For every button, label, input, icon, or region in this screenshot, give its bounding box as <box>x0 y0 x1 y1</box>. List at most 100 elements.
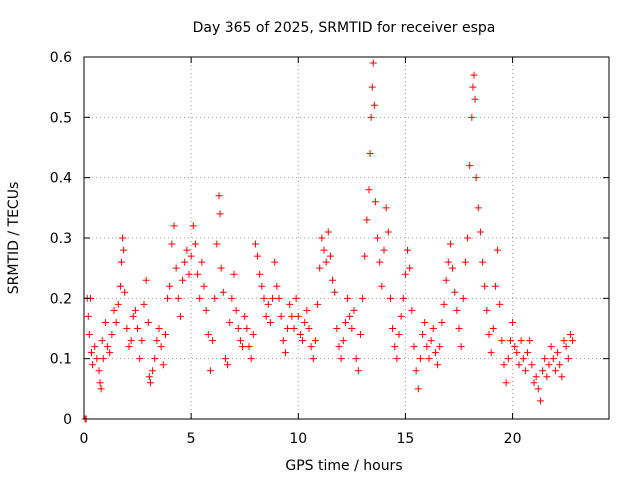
data-point <box>106 349 114 357</box>
data-point <box>266 318 274 326</box>
data-point <box>114 300 122 308</box>
data-point <box>374 234 382 242</box>
data-point <box>294 312 302 320</box>
data-point <box>391 343 399 351</box>
data-point <box>466 162 474 170</box>
data-point <box>85 331 93 339</box>
data-point <box>217 264 225 272</box>
data-point <box>479 258 487 266</box>
data-point <box>307 343 315 351</box>
data-point <box>322 258 330 266</box>
data-point <box>556 361 564 369</box>
data-point <box>356 331 364 339</box>
y-tick-labels: 0 0.1 0.2 0.3 0.4 0.5 0.6 <box>50 50 72 428</box>
data-point <box>120 246 128 254</box>
data-point <box>469 83 477 91</box>
data-point <box>84 312 92 320</box>
data-point <box>386 294 394 302</box>
data-point <box>536 397 544 405</box>
y-tick-label: 0.6 <box>50 50 72 66</box>
grid <box>84 57 609 419</box>
chart-title: Day 365 of 2025, SRMTID for receiver esp… <box>193 20 496 36</box>
data-point <box>453 306 461 314</box>
data-point <box>416 355 424 363</box>
data-point <box>504 355 512 363</box>
data-point <box>382 204 390 212</box>
data-point <box>191 240 199 248</box>
data-point <box>366 150 374 158</box>
data-point <box>365 186 373 194</box>
data-point <box>93 355 101 363</box>
data-point <box>423 343 431 351</box>
data-point <box>434 361 442 369</box>
data-point <box>236 337 244 345</box>
data-point <box>367 113 375 121</box>
data-point <box>496 300 504 308</box>
data-point <box>209 337 217 345</box>
data-point <box>301 318 309 326</box>
data-point <box>96 379 104 387</box>
data-point <box>324 228 332 236</box>
data-point <box>239 343 247 351</box>
data-point <box>189 222 197 230</box>
data-point <box>286 300 294 308</box>
data-point <box>215 192 223 200</box>
data-point <box>118 258 125 266</box>
data-point <box>305 325 313 332</box>
data-point <box>288 312 296 320</box>
data-point <box>134 325 142 332</box>
data-point <box>560 337 568 345</box>
data-point <box>515 361 523 369</box>
data-point <box>436 343 444 351</box>
data-point <box>144 318 152 326</box>
data-point <box>421 318 429 326</box>
data-point <box>140 300 148 308</box>
data-point <box>545 361 553 369</box>
data-point <box>534 385 542 393</box>
data-point <box>554 349 562 357</box>
data-point <box>513 349 521 357</box>
x-tick-labels: 0 5 10 15 20 <box>80 431 522 447</box>
data-point <box>258 282 266 290</box>
data-point <box>539 367 547 375</box>
data-point <box>376 258 384 266</box>
y-tick-label: 0.1 <box>50 352 72 368</box>
data-point <box>241 312 249 320</box>
data-point <box>419 331 427 339</box>
data-point <box>131 306 139 314</box>
data-point <box>146 379 154 387</box>
y-tick-label: 0.3 <box>50 231 72 247</box>
data-point <box>483 306 491 314</box>
data-point <box>393 355 401 363</box>
data-point <box>164 294 172 302</box>
data-point <box>145 373 153 381</box>
data-point <box>256 270 264 278</box>
data-point <box>333 325 341 332</box>
data-point <box>354 367 362 375</box>
data-point <box>292 294 300 302</box>
data-point <box>549 355 557 363</box>
data-point <box>425 355 433 363</box>
data-point <box>213 240 221 248</box>
data-point <box>461 258 469 266</box>
data-point <box>185 270 193 278</box>
data-point <box>397 312 405 320</box>
data-point <box>370 101 378 109</box>
data-point <box>562 343 570 351</box>
data-point <box>123 325 131 332</box>
data-point <box>363 216 371 224</box>
data-point <box>136 355 144 363</box>
data-point <box>464 234 472 242</box>
data-point <box>149 367 157 375</box>
data-point <box>279 337 287 345</box>
data-point <box>264 300 272 308</box>
data-point <box>528 361 536 369</box>
data-point <box>368 83 376 91</box>
data-point <box>179 276 187 284</box>
data-point <box>326 252 334 260</box>
data-point <box>487 349 495 357</box>
data-point <box>127 337 135 345</box>
data-point <box>260 294 268 302</box>
data-point <box>451 288 459 296</box>
